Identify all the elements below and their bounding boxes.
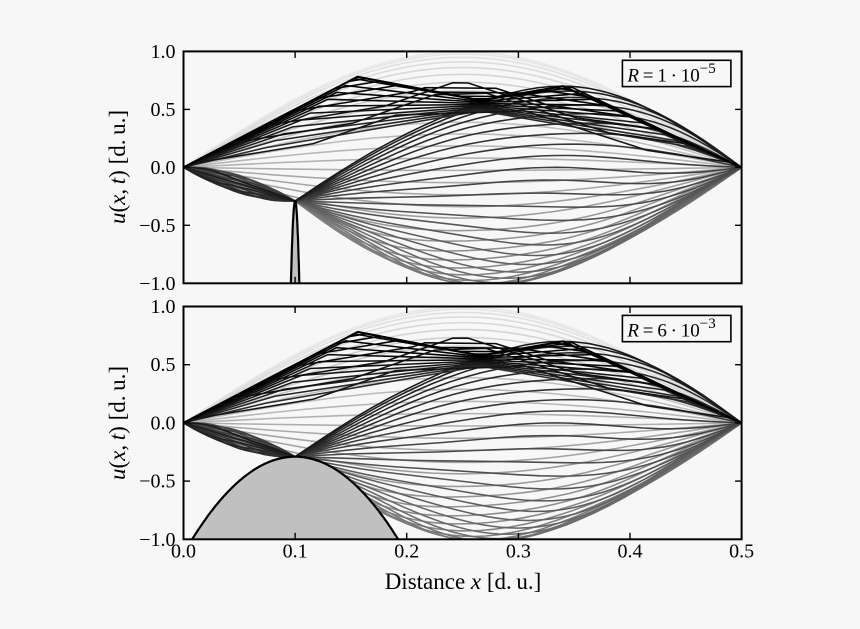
svg-text:0.3: 0.3 — [506, 540, 531, 562]
svg-text:0.0: 0.0 — [151, 157, 176, 179]
svg-text:u(x, t) [d. u.]: u(x, t) [d. u.] — [105, 366, 130, 480]
svg-text:0.5: 0.5 — [729, 540, 754, 562]
svg-text:0.0: 0.0 — [151, 412, 176, 434]
svg-text:0.5: 0.5 — [151, 99, 176, 121]
svg-text:Distance x [d. u.]: Distance x [d. u.] — [385, 569, 542, 594]
svg-text:−0.5: −0.5 — [139, 471, 175, 493]
svg-text:1.0: 1.0 — [151, 41, 176, 63]
svg-text:0.2: 0.2 — [394, 540, 419, 562]
svg-text:0.4: 0.4 — [618, 540, 643, 562]
svg-text:0.0: 0.0 — [171, 540, 196, 562]
svg-text:u(x, t) [d. u.]: u(x, t) [d. u.] — [105, 110, 130, 224]
svg-text:0.5: 0.5 — [151, 354, 176, 376]
svg-text:−1.0: −1.0 — [139, 529, 175, 551]
svg-text:1.0: 1.0 — [151, 296, 176, 318]
svg-text:−1.0: −1.0 — [139, 273, 175, 295]
svg-text:0.1: 0.1 — [283, 540, 308, 562]
svg-text:−0.5: −0.5 — [139, 215, 175, 237]
